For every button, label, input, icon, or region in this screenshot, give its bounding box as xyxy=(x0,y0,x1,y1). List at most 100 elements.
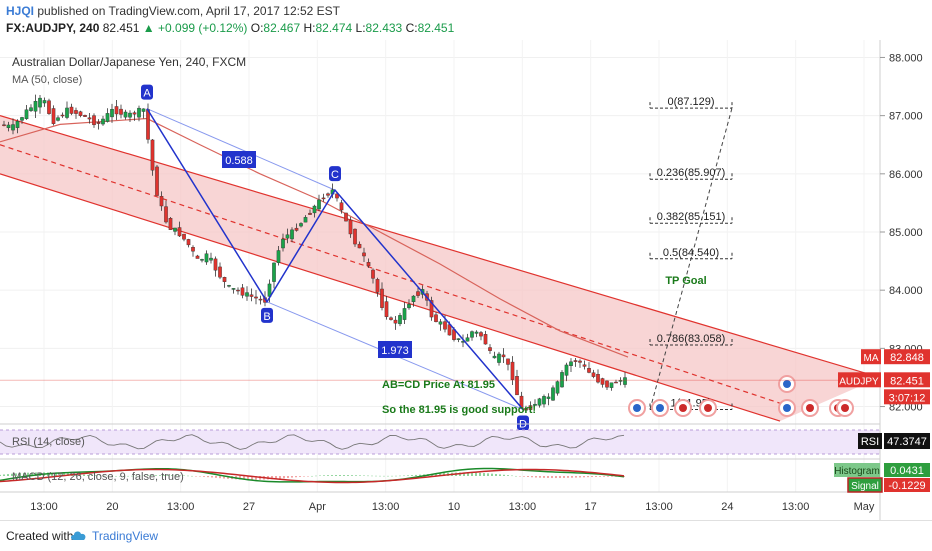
candle-body xyxy=(191,247,195,252)
macd-histogram-bar xyxy=(471,472,473,476)
candle-body xyxy=(398,315,402,325)
candle-body xyxy=(200,259,204,261)
time-tick-label: May xyxy=(854,501,875,513)
macd-histogram-bar xyxy=(63,473,65,476)
macd-histogram-bar xyxy=(51,472,53,476)
candle-body xyxy=(87,117,92,120)
price-axis[interactable]: 88.00087.00086.00085.00084.00083.00082.0… xyxy=(880,52,923,414)
macd-histogram-bar xyxy=(111,475,113,477)
macd-histogram-bar xyxy=(283,476,285,479)
candle-body xyxy=(92,115,96,126)
tradingview-link[interactable]: TradingView xyxy=(92,529,159,543)
macd-histogram-bar xyxy=(515,475,517,477)
signal-value: -0.1229 xyxy=(888,480,925,492)
price-chart[interactable]: 0(87.129) 0.236(85.907) 0.382(85.151) 0.5(8… xyxy=(0,40,932,520)
candle-body xyxy=(366,262,371,267)
candle-body xyxy=(407,304,411,309)
candle-body xyxy=(299,223,303,227)
candle-body xyxy=(38,97,42,108)
macd-histogram-bar xyxy=(83,474,85,476)
macd-histogram-bar xyxy=(19,473,21,476)
open-label: O: xyxy=(250,21,264,35)
macd-histogram-bar xyxy=(155,475,157,476)
ac-trend-line xyxy=(146,108,336,191)
macd-histogram-bar xyxy=(395,475,397,477)
macd-histogram-bar xyxy=(179,475,181,476)
candle-body xyxy=(501,354,506,358)
candle-body xyxy=(101,118,105,125)
candle-body xyxy=(177,227,182,237)
macd-histogram-bar xyxy=(475,472,477,476)
last-price: 82.451 xyxy=(102,21,140,35)
ratio-1973: 1.973 xyxy=(381,345,409,357)
channel-upper-line[interactable] xyxy=(0,115,880,379)
candle-body xyxy=(560,372,564,388)
macd-histogram-bar xyxy=(307,476,309,477)
candle-body xyxy=(479,332,483,337)
macd-histogram-bar xyxy=(331,475,333,476)
macd-histogram-bar xyxy=(327,475,329,476)
time-tick-label: 13:00 xyxy=(167,501,195,513)
time-axis[interactable]: 13:00 20 13:00 27 Apr 13:00 10 13:00 17 13:00 24 13… xyxy=(30,501,875,513)
macd-histogram-bar xyxy=(575,476,577,478)
time-tick-label: 17 xyxy=(585,501,597,513)
macd-histogram-bar xyxy=(103,475,105,477)
candle-body xyxy=(524,408,528,411)
footer: Created with TradingView xyxy=(0,520,932,551)
candle-body xyxy=(618,380,623,382)
candle-body xyxy=(281,238,285,249)
macd-histogram-bar xyxy=(367,475,369,477)
macd-histogram-bar xyxy=(599,476,601,477)
event-markers xyxy=(628,375,854,417)
macd-histogram-bar xyxy=(303,476,305,477)
candle-body xyxy=(11,124,15,131)
abcd-pattern-line[interactable] xyxy=(146,108,524,410)
svg-text:3:07:12: 3:07:12 xyxy=(889,392,926,404)
svg-text:Signal: Signal xyxy=(851,481,879,492)
time-tick-label: 13:00 xyxy=(645,501,673,513)
fib-level-label: 0.786(83.058) xyxy=(657,333,726,345)
candle-body xyxy=(227,285,231,287)
candle-body xyxy=(186,239,191,246)
candle-body xyxy=(168,218,173,230)
candle-body xyxy=(164,206,168,223)
macd-histogram-bar xyxy=(411,475,413,476)
macd-histogram-bar xyxy=(487,473,489,476)
macd-histogram-bar xyxy=(559,476,561,479)
macd-histogram-bar xyxy=(579,476,581,478)
histogram-value: 0.0431 xyxy=(890,465,924,477)
macd-signal-line xyxy=(0,468,625,484)
candles xyxy=(2,94,627,413)
price-tick-label: 82.000 xyxy=(889,402,923,414)
candle-body xyxy=(141,108,146,112)
macd-histogram-bar xyxy=(87,474,89,476)
high-label: H: xyxy=(303,21,316,35)
up-arrow-icon: ▲ xyxy=(142,21,155,35)
candle-body xyxy=(429,300,434,318)
candle-body xyxy=(24,109,29,120)
macd-histogram-bar xyxy=(591,476,593,478)
macd-histogram-bar xyxy=(343,475,345,476)
candle-body xyxy=(294,227,299,231)
author-link[interactable]: HJQI xyxy=(6,4,35,18)
candle-body xyxy=(384,301,389,317)
macd-histogram-bar xyxy=(99,475,101,477)
candle-body xyxy=(443,321,447,330)
macd-histogram-bar xyxy=(171,475,173,476)
macd-histogram-bar xyxy=(391,475,393,477)
macd-histogram-bar xyxy=(243,476,245,480)
price-labels: MA 82.848 AUDJPY 82.451 3:07:12 xyxy=(0,349,930,405)
candle-body xyxy=(533,403,537,406)
macd-histogram-bar xyxy=(3,474,5,476)
candle-body xyxy=(258,298,263,301)
macd-histogram-bar xyxy=(27,472,29,476)
macd-histogram-bar xyxy=(419,474,421,476)
macd-histogram-bar xyxy=(215,476,217,478)
macd-histogram-bar xyxy=(0,474,1,476)
price-tick-label: 87.000 xyxy=(889,111,923,123)
macd-histogram-bar xyxy=(279,476,281,479)
channel-lower-line[interactable] xyxy=(0,173,781,422)
macd-histogram-bar xyxy=(275,476,277,479)
macd-histogram-bar xyxy=(611,476,613,477)
channel-mid-line[interactable] xyxy=(0,144,791,408)
